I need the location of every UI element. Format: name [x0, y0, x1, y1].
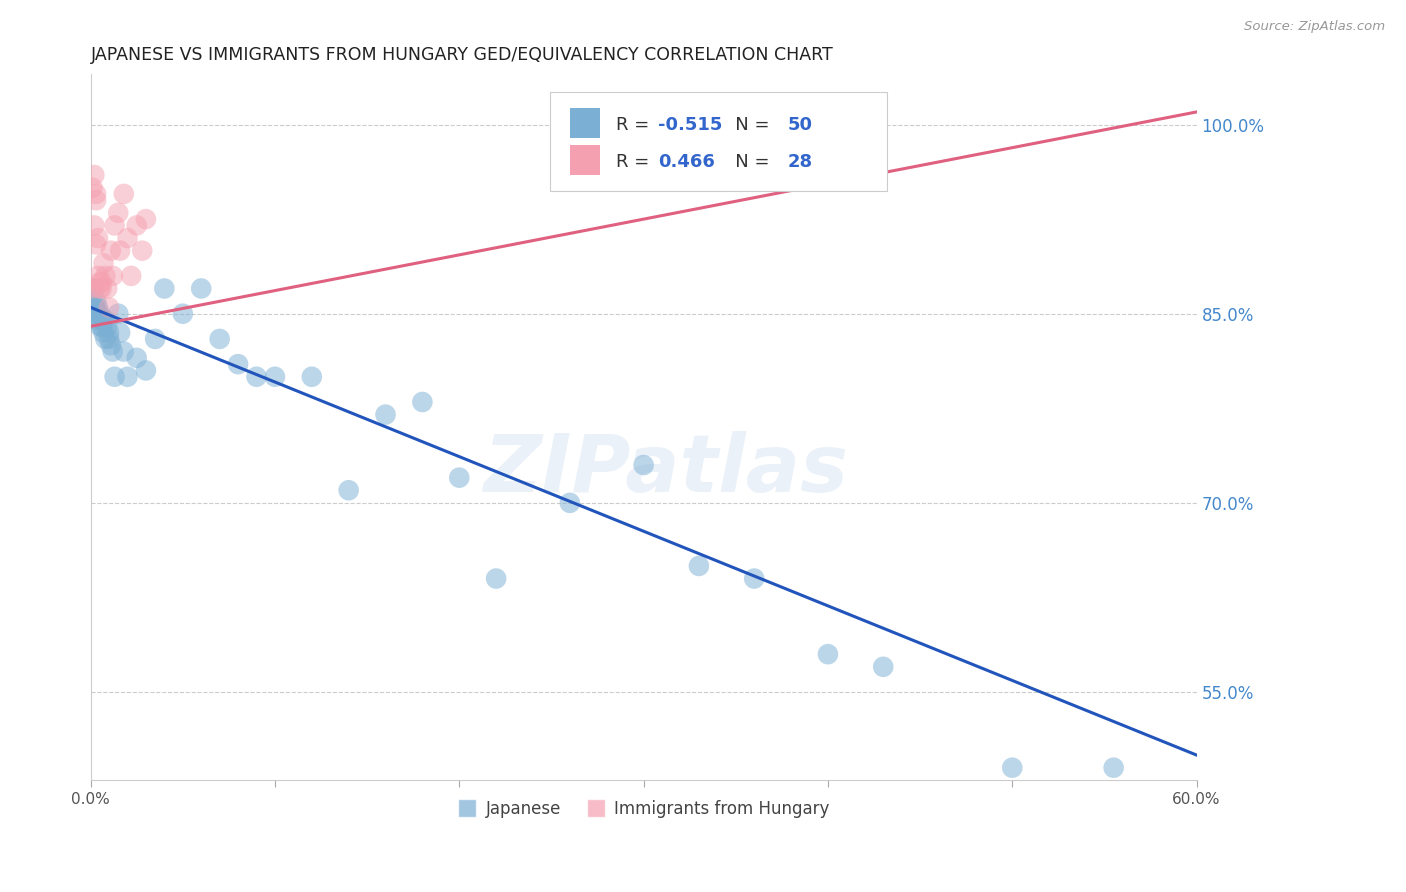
Point	[153, 281, 176, 295]
Point	[1102, 761, 1125, 775]
Point	[101, 268, 124, 283]
Point	[485, 572, 508, 586]
Point	[83, 219, 105, 233]
Text: Source: ZipAtlas.com: Source: ZipAtlas.com	[1244, 20, 1385, 33]
Point	[83, 281, 105, 295]
Point	[1001, 761, 1024, 775]
Text: N =: N =	[717, 116, 775, 134]
Point	[108, 326, 131, 340]
Point	[84, 237, 107, 252]
Point	[93, 326, 115, 340]
Point	[93, 313, 115, 327]
Point	[172, 307, 194, 321]
Point	[82, 281, 104, 295]
Point	[90, 319, 112, 334]
Point	[264, 369, 287, 384]
Text: -0.515: -0.515	[658, 116, 723, 134]
Point	[374, 408, 396, 422]
Point	[117, 369, 139, 384]
Point	[117, 231, 139, 245]
Point	[125, 219, 148, 233]
Point	[89, 275, 111, 289]
Text: 0.466: 0.466	[658, 153, 714, 171]
Point	[817, 647, 839, 661]
Point	[100, 338, 122, 352]
Point	[103, 219, 125, 233]
Point	[558, 496, 581, 510]
Point	[98, 301, 121, 315]
Point	[96, 281, 118, 295]
Point	[100, 244, 122, 258]
Point	[89, 307, 111, 321]
Point	[82, 301, 104, 315]
Text: 50: 50	[787, 116, 813, 134]
Point	[94, 268, 117, 283]
Point	[94, 313, 117, 327]
Point	[82, 180, 104, 194]
Point	[83, 168, 105, 182]
Point	[87, 268, 110, 283]
Point	[449, 470, 471, 484]
Bar	[550, 92, 887, 191]
Point	[108, 244, 131, 258]
Point	[103, 369, 125, 384]
Point	[208, 332, 231, 346]
Point	[190, 281, 212, 295]
Bar	[569, 108, 600, 137]
Point	[135, 212, 157, 227]
Text: N =: N =	[717, 153, 775, 171]
Point	[87, 301, 110, 315]
Point	[120, 268, 142, 283]
Point	[98, 326, 121, 340]
Point	[143, 332, 166, 346]
Text: ZIPatlas: ZIPatlas	[484, 431, 848, 508]
Point	[112, 186, 135, 201]
Text: 28: 28	[787, 153, 813, 171]
Point	[84, 301, 107, 315]
Point	[84, 193, 107, 207]
Point	[245, 369, 267, 384]
Point	[226, 357, 249, 371]
Text: R =: R =	[616, 153, 655, 171]
Point	[301, 369, 323, 384]
Point	[84, 294, 107, 309]
Point	[107, 307, 129, 321]
Bar	[569, 145, 600, 175]
Point	[90, 313, 112, 327]
Legend: Japanese, Immigrants from Hungary: Japanese, Immigrants from Hungary	[451, 794, 837, 825]
Point	[87, 231, 110, 245]
Point	[101, 344, 124, 359]
Point	[84, 186, 107, 201]
Point	[112, 344, 135, 359]
Point	[742, 572, 765, 586]
Point	[125, 351, 148, 365]
Point	[135, 363, 157, 377]
Point	[83, 301, 105, 315]
Point	[84, 313, 107, 327]
Point	[96, 319, 118, 334]
Point	[98, 332, 121, 346]
Point	[90, 275, 112, 289]
Point	[107, 206, 129, 220]
Text: JAPANESE VS IMMIGRANTS FROM HUNGARY GED/EQUIVALENCY CORRELATION CHART: JAPANESE VS IMMIGRANTS FROM HUNGARY GED/…	[90, 46, 834, 64]
Point	[337, 483, 360, 498]
Point	[411, 395, 433, 409]
Point	[90, 281, 112, 295]
Point	[131, 244, 153, 258]
Point	[89, 281, 111, 295]
Point	[688, 558, 710, 573]
Point	[872, 660, 894, 674]
Point	[87, 307, 110, 321]
Text: R =: R =	[616, 116, 655, 134]
Point	[93, 256, 115, 270]
Point	[89, 319, 111, 334]
Point	[633, 458, 655, 472]
Point	[94, 332, 117, 346]
